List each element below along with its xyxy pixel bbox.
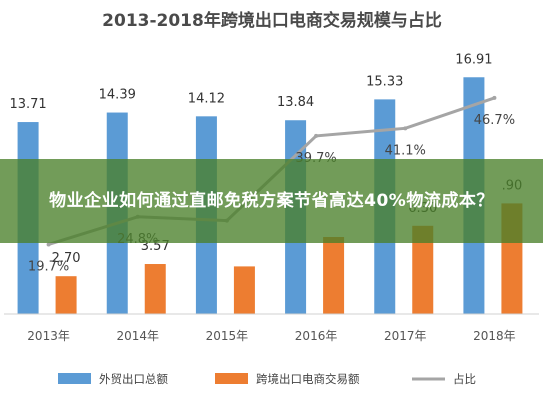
share-point	[46, 242, 51, 247]
bar-export-label: 16.91	[455, 52, 492, 67]
bar-ecommerce-export	[55, 276, 77, 314]
share-point	[314, 133, 319, 138]
x-axis: 2013年 2014年 2015年 2016年 2017年 2018年	[4, 313, 539, 343]
share-point	[403, 126, 408, 131]
x-tick-label: 2013年	[27, 329, 70, 343]
share-label: 41.1%	[385, 143, 426, 158]
legend-label: 跨境出口电商交易额	[256, 372, 360, 386]
headline-text: 物业企业如何通过直邮免税方案节省高达40%物流成本？	[49, 190, 494, 211]
legend-label: 占比	[453, 372, 476, 386]
legend-swatch	[58, 373, 91, 384]
x-tick-label: 2018年	[473, 329, 516, 343]
bar-ecommerce-export	[144, 264, 166, 314]
legend: 外贸出口总额 跨境出口电商交易额 占比	[58, 372, 476, 386]
share-point	[492, 95, 497, 100]
bar-export-label: 13.71	[9, 97, 46, 112]
chart-title: 2013-2018年跨境出口电商交易规模与占比	[102, 10, 442, 31]
bar-export-label: 14.12	[188, 91, 225, 106]
x-tick-label: 2015年	[206, 329, 249, 343]
bar-ecommerce-export	[233, 266, 255, 314]
legend-label: 外贸出口总额	[99, 372, 168, 386]
share-label: 19.7%	[28, 259, 69, 274]
bar-ecommerce-label: 2.70	[52, 251, 81, 266]
share-label: 46.7%	[474, 113, 515, 128]
bar-ecommerce-export	[323, 237, 345, 314]
headline-banner[interactable]: 物业企业如何通过直邮免税方案节省高达40%物流成本？	[0, 159, 543, 243]
x-tick-label: 2016年	[295, 329, 338, 343]
bar-export-label: 14.39	[99, 88, 136, 103]
bar-export-label: 13.84	[277, 95, 314, 110]
x-tick-label: 2014年	[116, 329, 159, 343]
bar-ecommerce-export	[412, 225, 434, 314]
x-tick-label: 2017年	[384, 329, 427, 343]
bar-export-label: 15.33	[366, 74, 403, 89]
legend-swatch	[215, 373, 248, 384]
